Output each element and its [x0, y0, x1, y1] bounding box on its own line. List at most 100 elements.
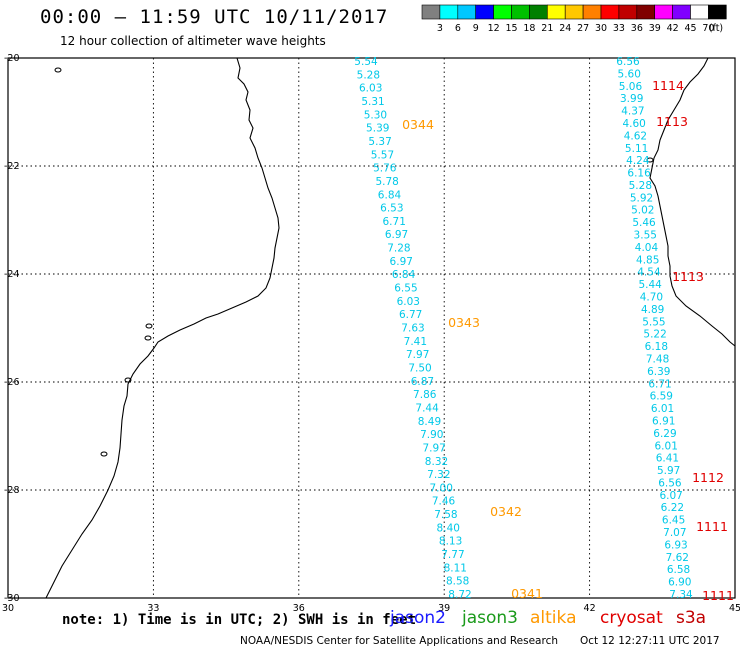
swh-value-east: 3.99 — [620, 93, 643, 105]
longitude-label: 45 — [729, 603, 740, 614]
altika-pass-time: 0342 — [490, 504, 522, 519]
generated-timestamp: Oct 12 12:27:11 UTC 2017 — [580, 635, 720, 647]
colorbar-tick-label: 6 — [455, 23, 461, 34]
cryosat-pass-time: 1112 — [692, 470, 724, 485]
cryosat-pass-time: 1111 — [696, 519, 728, 534]
latitude-label: -30 — [4, 593, 20, 604]
swh-value-west: 6.03 — [397, 296, 420, 308]
colorbar-tick-label: 70 — [702, 23, 714, 34]
swh-value-west: 7.77 — [441, 549, 464, 561]
swh-track-west: 5.545.286.035.315.305.395.375.575.765.78… — [354, 56, 471, 601]
swh-value-east: 6.41 — [656, 453, 679, 465]
swh-value-west: 5.37 — [368, 136, 391, 148]
colorbar-tick-label: 3 — [437, 23, 443, 34]
swh-value-west: 7.00 — [430, 482, 453, 494]
colorbar-swatch — [672, 4, 691, 20]
island-outline — [54, 67, 62, 73]
page-title: 00:00 – 11:59 UTC 10/11/2017 — [40, 6, 389, 28]
swh-value-east: 6.91 — [652, 415, 675, 427]
colorbar-swatch — [600, 4, 620, 20]
colorbar-swatch — [511, 4, 530, 20]
swh-value-east: 5.22 — [643, 329, 666, 341]
swh-track-east: 6.565.605.063.994.374.604.625.114.246.16… — [616, 56, 693, 601]
swh-value-east: 4.89 — [641, 304, 664, 316]
swh-value-east: 6.01 — [655, 440, 678, 452]
swh-value-east: 5.44 — [638, 279, 662, 291]
swh-value-east: 7.34 — [669, 589, 693, 601]
colorbar-tick-label: 24 — [559, 23, 571, 34]
swh-value-east: 6.39 — [647, 366, 670, 378]
swh-value-west: 8.49 — [418, 416, 441, 428]
swh-value-east: 5.28 — [629, 180, 652, 192]
swh-value-east: 4.24 — [626, 155, 650, 167]
swh-value-east: 6.58 — [667, 564, 690, 576]
colorbar-tick-label: 39 — [649, 23, 661, 34]
island-outline — [646, 157, 654, 163]
swh-value-east: 4.54 — [637, 267, 661, 279]
swh-value-west: 8.72 — [448, 589, 471, 601]
swh-value-west: 6.97 — [385, 229, 408, 241]
swh-value-east: 5.02 — [631, 205, 654, 217]
map-border — [7, 57, 736, 599]
swh-value-east: 5.55 — [642, 316, 665, 328]
colorbar-swatch — [654, 4, 673, 20]
swh-value-east: 6.29 — [653, 428, 676, 440]
swh-value-east: 6.18 — [645, 341, 668, 353]
swh-value-east: 7.48 — [646, 353, 669, 365]
swh-value-west: 7.97 — [406, 349, 429, 361]
longitude-label: 42 — [584, 603, 596, 614]
swh-value-east: 6.45 — [662, 515, 685, 527]
colorbar-swatch — [636, 4, 655, 20]
swh-value-east: 6.22 — [661, 502, 684, 514]
swh-value-west: 7.97 — [422, 442, 445, 454]
colorbar-tick-label: 33 — [613, 23, 625, 34]
swh-value-east: 6.01 — [651, 403, 674, 415]
colorbar-tick-label: 9 — [473, 23, 479, 34]
swh-value-west: 5.78 — [375, 176, 398, 188]
colorbar-tick-label: 18 — [523, 23, 535, 34]
colorbar-unit-label: (ft) — [709, 23, 723, 34]
cryosat-pass-time: 1114 — [652, 78, 684, 93]
colorbar-tick-label: 12 — [488, 23, 500, 34]
swh-value-west: 7.86 — [413, 389, 437, 401]
swh-value-east: 4.37 — [621, 106, 644, 118]
longitude-label: 30 — [2, 603, 14, 614]
island-outline — [145, 323, 153, 329]
swh-value-west: 8.40 — [437, 522, 460, 534]
colorbar-tick-label: 21 — [541, 23, 553, 34]
swh-value-west: 8.32 — [425, 456, 448, 468]
swh-value-east: 7.07 — [663, 527, 686, 539]
colorbar-swatch — [439, 4, 459, 20]
swh-value-east: 5.11 — [625, 143, 648, 155]
swh-value-east: 6.93 — [664, 539, 687, 551]
swh-value-west: 8.13 — [439, 536, 462, 548]
colorbar-swatch — [546, 4, 566, 20]
swh-value-west: 5.31 — [361, 96, 384, 108]
colorbar: 3 6 9 12 15 18 21 24 27 30 33 36 39 42 45 70(ft) — [421, 4, 727, 34]
colorbar-tick-label: 45 — [685, 23, 697, 34]
cryosat-pass-time: 1113 — [656, 114, 688, 129]
colorbar-tick-label: 42 — [667, 23, 679, 34]
latitude-label: -28 — [4, 485, 20, 496]
longitude-label: 33 — [147, 603, 159, 614]
swh-value-west: 6.71 — [383, 216, 406, 228]
swh-value-west: 7.58 — [434, 509, 457, 521]
swh-value-west: 7.28 — [387, 243, 410, 255]
axis-labels: 30 33 36 39 42 45 -20 -22 -24 -26 -28 -30 — [2, 53, 740, 614]
satellite-legend-item: jason2 — [390, 608, 446, 628]
swh-value-west: 5.57 — [371, 149, 394, 161]
swh-value-east: 5.06 — [619, 81, 643, 93]
colorbar-tick-label: 15 — [506, 23, 518, 34]
swh-value-east: 5.92 — [630, 192, 653, 204]
satellite-legend-item: cryosat — [600, 608, 663, 628]
colorbar-tick-label: 27 — [577, 23, 589, 34]
satellite-legend-item: altika — [530, 608, 577, 628]
swh-value-east: 4.85 — [636, 254, 659, 266]
page-subtitle: 12 hour collection of altimeter wave hei… — [60, 34, 326, 48]
swh-value-east: 4.60 — [622, 118, 645, 130]
colorbar-swatch — [690, 4, 709, 20]
coastline — [45, 57, 736, 599]
swh-value-west: 6.84 — [392, 269, 416, 281]
swh-value-west: 6.77 — [399, 309, 422, 321]
